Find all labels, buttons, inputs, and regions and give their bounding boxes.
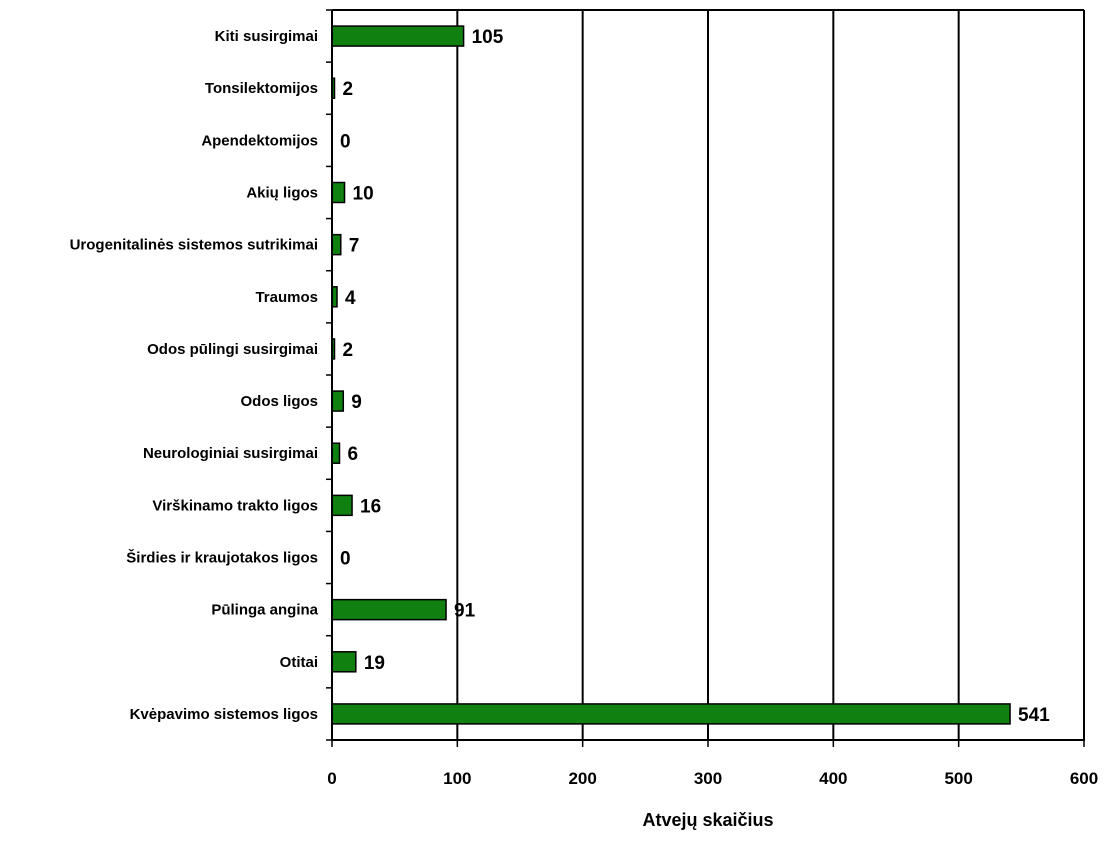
value-label-1: 19 bbox=[364, 653, 385, 674]
category-label-10: Akių ligos bbox=[246, 185, 318, 202]
x-tick-label-600: 600 bbox=[1070, 769, 1098, 788]
value-label-7: 2 bbox=[343, 340, 354, 361]
bar-1 bbox=[331, 651, 357, 673]
category-label-3: Širdies ir kraujotakos ligos bbox=[126, 549, 318, 567]
bar-5 bbox=[331, 442, 341, 464]
value-label-6: 9 bbox=[351, 392, 362, 413]
bar-6 bbox=[331, 390, 345, 412]
x-axis-title: Atvejų skaičius bbox=[642, 810, 773, 830]
category-label-1: Otitai bbox=[280, 654, 318, 671]
bar-4 bbox=[331, 494, 353, 517]
bar-0 bbox=[331, 703, 1011, 725]
bar-2 bbox=[331, 598, 447, 621]
category-label-11: Apendektomijos bbox=[201, 132, 318, 149]
bar-9 bbox=[331, 233, 342, 256]
x-tick-label-300: 300 bbox=[694, 769, 722, 788]
value-label-3: 0 bbox=[340, 549, 351, 570]
value-label-5: 6 bbox=[348, 444, 359, 465]
axes bbox=[326, 9, 1085, 747]
category-label-5: Neurologiniai susirgimai bbox=[143, 445, 318, 462]
category-label-12: Tonsilektomijos bbox=[205, 80, 318, 97]
category-label-7: Odos pūlingi susirgimai bbox=[147, 341, 318, 358]
value-label-2: 91 bbox=[454, 601, 476, 622]
x-tick-label-0: 0 bbox=[327, 769, 336, 788]
value-label-10: 10 bbox=[353, 184, 374, 205]
bar-13 bbox=[331, 25, 465, 47]
category-label-8: Traumos bbox=[255, 289, 318, 306]
bar-10 bbox=[331, 181, 346, 204]
x-tick-label-100: 100 bbox=[443, 769, 471, 788]
category-label-9: Urogenitalinės sistemos sutrikimai bbox=[70, 237, 318, 254]
gridlines bbox=[456, 10, 1085, 740]
value-label-12: 2 bbox=[343, 79, 354, 100]
x-tick-label-400: 400 bbox=[819, 769, 847, 788]
category-label-4: Virškinamo trakto ligos bbox=[152, 497, 318, 514]
value-label-0: 541 bbox=[1018, 705, 1050, 726]
category-label-0: Kvėpavimo sistemos ligos bbox=[130, 706, 318, 723]
value-label-9: 7 bbox=[349, 236, 360, 257]
x-tick-label-500: 500 bbox=[944, 769, 972, 788]
value-label-11: 0 bbox=[340, 131, 351, 152]
x-tick-label-200: 200 bbox=[568, 769, 596, 788]
value-label-8: 4 bbox=[345, 288, 356, 309]
category-label-2: Pūlinga angina bbox=[211, 602, 318, 619]
value-label-4: 16 bbox=[360, 496, 381, 517]
category-label-6: Odos ligos bbox=[240, 393, 318, 410]
bars bbox=[331, 25, 1011, 725]
category-label-13: Kiti susirgimai bbox=[215, 28, 318, 45]
value-label-13: 105 bbox=[472, 27, 504, 48]
